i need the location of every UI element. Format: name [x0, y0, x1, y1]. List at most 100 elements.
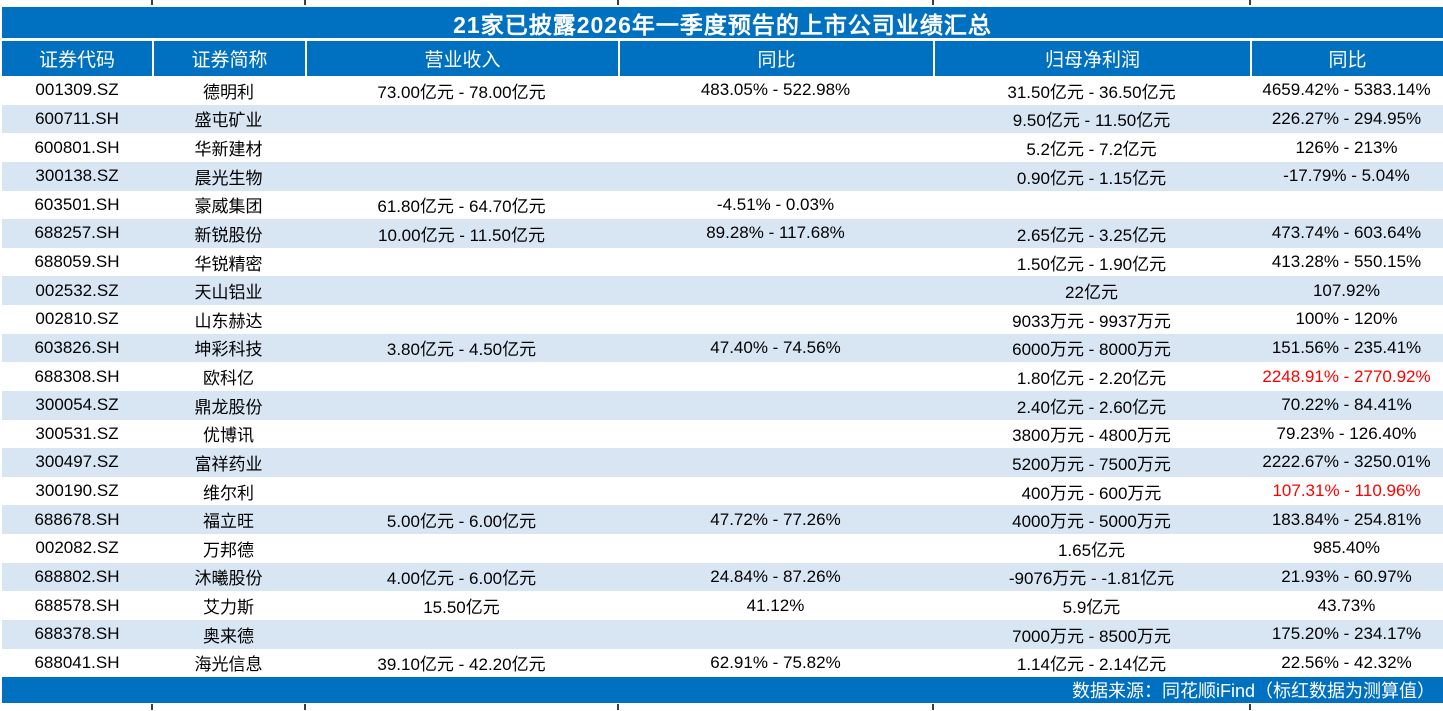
cell-net-profit: 1.50亿元 - 1.90亿元	[1016, 254, 1167, 274]
table-row: 300190.SZ 维尔利 400万元 - 600万元 107.31% - 11…	[2, 476, 1443, 506]
gridline-tick	[304, 704, 306, 710]
gridline-tick	[617, 704, 619, 710]
top-gridline-strip	[2, 0, 1443, 7]
cell-net-profit	[933, 191, 1250, 220]
cell-revenue: 5.00亿元 - 6.00亿元	[386, 512, 537, 532]
cell-security-name: 华锐精密	[194, 254, 263, 274]
gridline-tick	[932, 0, 934, 5]
cell-security-name: 优博讯	[203, 426, 254, 446]
cell-revenue: 3.80亿元 - 4.50亿元	[386, 340, 537, 360]
gridline-tick	[617, 0, 619, 5]
table-row: 688059.SH 华锐精密 1.50亿元 - 1.90亿元 413.28% -…	[2, 247, 1443, 277]
cell-revenue	[305, 620, 618, 649]
cell-security-code: 001309.SZ	[35, 80, 119, 100]
cell-revenue-yoy	[618, 133, 933, 162]
gridline-tick	[932, 704, 934, 710]
column-header-name: 证券简称	[152, 41, 305, 76]
cell-security-name: 天山铝业	[194, 283, 263, 303]
cell-net-profit-yoy: 985.40%	[1312, 538, 1381, 558]
table-row: 002532.SZ 天山铝业 22亿元 107.92%	[2, 276, 1443, 305]
cell-revenue-yoy	[618, 105, 933, 134]
cell-net-profit: 400万元 - 600万元	[1021, 483, 1162, 503]
cell-net-profit-yoy: 107.31% - 110.96%	[1272, 481, 1421, 501]
cell-security-code: 603826.SH	[34, 337, 120, 357]
table-row: 688378.SH 奥来德 7000万元 - 8500万元 175.20% - …	[2, 619, 1443, 649]
cell-net-profit-yoy: 126% - 213%	[1295, 137, 1398, 157]
cell-revenue-yoy	[618, 248, 933, 277]
cell-revenue-yoy: -4.51% - 0.03%	[716, 194, 835, 214]
page-title: 21家已披露2026年一季度预告的上市公司业绩汇总	[453, 11, 992, 38]
title-header-divider	[2, 38, 1443, 41]
cell-net-profit: -9076万元 - -1.81亿元	[1008, 569, 1175, 589]
cell-revenue	[305, 534, 618, 563]
cell-net-profit: 7000万元 - 8500万元	[1012, 626, 1171, 646]
cell-security-code: 603501.SH	[34, 194, 120, 214]
cell-revenue	[305, 276, 618, 305]
cell-net-profit: 5.9亿元	[1062, 598, 1121, 618]
cell-security-name: 盛屯矿业	[194, 111, 263, 131]
cell-security-code: 688378.SH	[34, 624, 120, 644]
cell-net-profit-yoy: 473.74% - 603.64%	[1271, 223, 1422, 243]
cell-net-profit-yoy: 151.56% - 235.41%	[1271, 337, 1422, 357]
cell-security-name: 晨光生物	[194, 168, 263, 188]
cell-revenue	[305, 448, 618, 477]
cell-revenue	[305, 248, 618, 277]
cell-security-code: 600801.SH	[34, 137, 120, 157]
gridline-tick	[1249, 704, 1251, 710]
cell-security-name: 坤彩科技	[194, 340, 263, 360]
cell-security-code: 688802.SH	[34, 566, 120, 586]
cell-security-name: 欧科亿	[203, 369, 254, 389]
cell-net-profit-yoy: 107.92%	[1312, 280, 1381, 300]
cell-revenue: 39.10亿元 - 42.20亿元	[377, 655, 546, 675]
table-row: 688041.SH 海光信息 39.10亿元 - 42.20亿元 62.91% …	[2, 648, 1443, 678]
cell-security-name: 福立旺	[203, 512, 254, 532]
cell-net-profit: 6000万元 - 8000万元	[1012, 340, 1171, 360]
cell-security-code: 300531.SZ	[35, 423, 119, 443]
cell-revenue-yoy: 24.84% - 87.26%	[710, 566, 841, 586]
cell-revenue-yoy	[618, 534, 933, 563]
table-row: 688308.SH 欧科亿 1.80亿元 - 2.20亿元 2248.91% -…	[2, 362, 1443, 391]
cell-security-code: 300138.SZ	[35, 166, 119, 186]
cell-security-code: 688257.SH	[34, 223, 120, 243]
cell-security-code: 688308.SH	[34, 366, 120, 386]
cell-revenue-yoy: 47.40% - 74.56%	[710, 337, 841, 357]
cell-net-profit-yoy: 413.28% - 550.15%	[1271, 252, 1422, 272]
cell-revenue-yoy	[618, 620, 933, 649]
cell-net-profit-yoy	[1250, 191, 1443, 220]
cell-net-profit-yoy: 2222.67% - 3250.01%	[1262, 452, 1431, 472]
table-row: 688678.SH 福立旺 5.00亿元 - 6.00亿元 47.72% - 7…	[2, 505, 1443, 534]
table-row: 300531.SZ 优博讯 3800万元 - 4800万元 79.23% - 1…	[2, 419, 1443, 449]
cell-net-profit-yoy: -17.79% - 5.04%	[1283, 166, 1410, 186]
cell-net-profit: 5200万元 - 7500万元	[1012, 454, 1171, 474]
cell-net-profit-yoy: 22.56% - 42.32%	[1281, 652, 1412, 672]
cell-revenue: 10.00亿元 - 11.50亿元	[378, 225, 545, 245]
table-row: 001309.SZ 德明利 73.00亿元 - 78.00亿元 483.05% …	[2, 76, 1443, 105]
cell-revenue-yoy	[618, 305, 933, 334]
column-header-code: 证券代码	[38, 50, 115, 71]
table-body: 001309.SZ 德明利 73.00亿元 - 78.00亿元 483.05% …	[2, 76, 1443, 678]
cell-revenue-yoy	[618, 276, 933, 305]
cell-revenue-yoy	[618, 362, 933, 391]
cell-revenue	[305, 133, 618, 162]
cell-net-profit: 5.2亿元 - 7.2亿元	[1026, 140, 1157, 160]
table-row: 603501.SH 豪威集团 61.80亿元 - 64.70亿元 -4.51% …	[2, 190, 1443, 220]
cell-revenue	[305, 362, 618, 391]
cell-revenue-yoy: 47.72% - 77.26%	[710, 509, 841, 529]
cell-revenue: 73.00亿元 - 78.00亿元	[377, 82, 546, 102]
cell-net-profit: 9033万元 - 9937万元	[1012, 311, 1171, 331]
cell-net-profit-yoy: 21.93% - 60.97%	[1281, 566, 1412, 586]
cell-security-name: 德明利	[203, 82, 254, 102]
cell-net-profit: 0.90亿元 - 1.15亿元	[1016, 168, 1167, 188]
column-header-profit: 归母净利润	[933, 41, 1250, 76]
cell-security-name: 维尔利	[203, 483, 254, 503]
cell-net-profit-yoy: 43.73%	[1317, 595, 1376, 615]
cell-revenue-yoy	[618, 477, 933, 506]
cell-net-profit-yoy: 2248.91% - 2770.92%	[1262, 366, 1431, 386]
cell-security-name: 万邦德	[203, 540, 254, 560]
cell-revenue	[305, 477, 618, 506]
cell-security-code: 688578.SH	[34, 595, 120, 615]
column-header-profit-yoy: 同比	[1250, 41, 1443, 76]
cell-revenue	[305, 105, 618, 134]
cell-net-profit-yoy: 226.27% - 294.95%	[1271, 108, 1422, 128]
cell-security-name: 豪威集团	[194, 197, 263, 217]
